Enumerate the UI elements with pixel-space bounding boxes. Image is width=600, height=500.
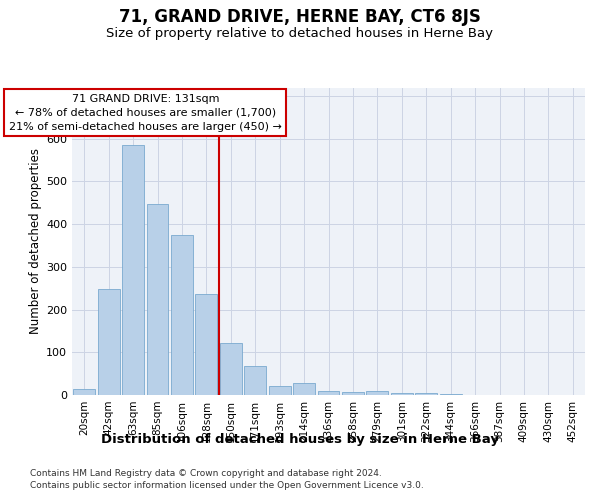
Text: Size of property relative to detached houses in Herne Bay: Size of property relative to detached ho…	[107, 28, 493, 40]
Bar	[196, 294, 217, 395]
Bar	[367, 390, 388, 395]
Text: 71, GRAND DRIVE, HERNE BAY, CT6 8JS: 71, GRAND DRIVE, HERNE BAY, CT6 8JS	[119, 8, 481, 26]
Text: Contains HM Land Registry data © Crown copyright and database right 2024.: Contains HM Land Registry data © Crown c…	[30, 469, 382, 478]
Bar	[98, 289, 119, 395]
Text: Contains public sector information licensed under the Open Government Licence v3: Contains public sector information licen…	[30, 481, 424, 490]
Bar	[220, 343, 242, 395]
Bar	[415, 393, 437, 395]
Bar	[146, 204, 169, 395]
Text: Distribution of detached houses by size in Herne Bay: Distribution of detached houses by size …	[101, 432, 499, 446]
Bar	[342, 392, 364, 395]
Bar	[440, 394, 461, 395]
Bar	[269, 386, 290, 395]
Y-axis label: Number of detached properties: Number of detached properties	[29, 148, 42, 334]
Bar	[122, 145, 144, 395]
Text: 71 GRAND DRIVE: 131sqm
← 78% of detached houses are smaller (1,700)
21% of semi-: 71 GRAND DRIVE: 131sqm ← 78% of detached…	[9, 94, 282, 132]
Bar	[171, 235, 193, 395]
Bar	[293, 383, 315, 395]
Bar	[391, 393, 413, 395]
Bar	[73, 388, 95, 395]
Bar	[317, 390, 340, 395]
Bar	[244, 366, 266, 395]
